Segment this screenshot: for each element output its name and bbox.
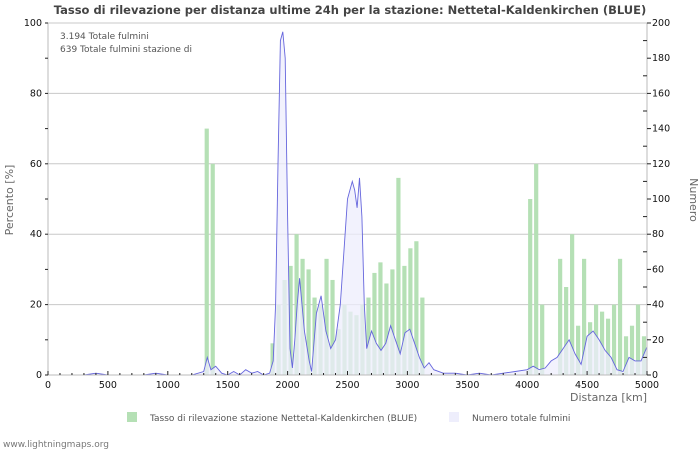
chart-title: Tasso di rilevazione per distanza ultime…: [54, 3, 647, 17]
footer-link[interactable]: www.lightningmaps.org: [3, 440, 109, 450]
bar: [534, 163, 539, 375]
legend-bar-swatch: [127, 412, 137, 422]
svg-text:180: 180: [652, 53, 670, 64]
bar: [288, 265, 293, 375]
legend-bar-label: Tasso di rilevazione stazione Nettetal-K…: [149, 414, 417, 424]
bar: [210, 163, 215, 375]
bar: [390, 269, 395, 375]
bar: [330, 279, 335, 375]
bar: [414, 241, 419, 375]
legend-area-label: Numero totale fulmini: [472, 414, 570, 424]
svg-text:1000: 1000: [156, 380, 180, 391]
svg-text:0: 0: [45, 380, 51, 391]
svg-text:80: 80: [30, 88, 42, 99]
bar: [629, 325, 635, 375]
bar: [420, 297, 425, 375]
svg-text:60: 60: [652, 264, 664, 275]
bar: [384, 283, 389, 375]
x-axis-label: Distanza [km]: [570, 391, 647, 404]
svg-text:140: 140: [652, 124, 670, 135]
svg-text:100: 100: [24, 18, 42, 29]
svg-text:500: 500: [99, 380, 117, 391]
bar: [570, 234, 575, 375]
bar: [324, 258, 329, 375]
bar: [396, 177, 401, 375]
svg-text:160: 160: [652, 88, 670, 99]
svg-text:20: 20: [652, 335, 664, 346]
bar: [623, 336, 629, 375]
bar: [294, 234, 299, 375]
axes: 0204060801000204060801001201401601802000…: [24, 18, 670, 391]
bar: [528, 199, 533, 375]
info-total-strikes: 3.194 Totale fulmini: [60, 32, 149, 42]
bar: [408, 248, 413, 375]
bar: [635, 304, 641, 375]
bar: [564, 287, 569, 375]
svg-text:4000: 4000: [515, 380, 539, 391]
svg-text:0: 0: [652, 370, 658, 381]
legend-area-swatch: [449, 412, 459, 422]
y-axis-right-label: Numero: [687, 178, 700, 222]
svg-text:100: 100: [652, 194, 670, 205]
svg-text:40: 40: [652, 300, 664, 311]
svg-text:20: 20: [30, 300, 42, 311]
bar: [204, 128, 209, 375]
svg-text:4500: 4500: [575, 380, 599, 391]
svg-text:2000: 2000: [276, 380, 300, 391]
svg-text:120: 120: [652, 159, 670, 170]
bar: [306, 269, 311, 375]
svg-text:40: 40: [30, 229, 42, 240]
bar: [558, 258, 563, 375]
bar: [611, 304, 617, 375]
svg-text:2500: 2500: [335, 380, 359, 391]
bar: [270, 343, 275, 375]
bar: [576, 325, 581, 375]
bar: [366, 297, 371, 375]
svg-text:0: 0: [36, 370, 42, 381]
y-axis-left-label: Percento [%]: [3, 165, 16, 236]
bar: [378, 262, 383, 375]
svg-text:200: 200: [652, 18, 670, 29]
bar: [617, 258, 623, 375]
bar: [372, 272, 377, 375]
grid-lines: [48, 22, 647, 306]
svg-text:1500: 1500: [216, 380, 240, 391]
bar: [599, 311, 605, 375]
svg-text:3500: 3500: [455, 380, 479, 391]
legend: Tasso di rilevazione stazione Nettetal-K…: [127, 412, 570, 424]
bar: [402, 265, 407, 375]
count-line: [48, 31, 648, 376]
bar-series: [204, 128, 647, 375]
svg-text:80: 80: [652, 229, 664, 240]
svg-text:3000: 3000: [395, 380, 419, 391]
bar: [540, 304, 545, 375]
svg-text:60: 60: [30, 159, 42, 170]
bar: [582, 258, 587, 375]
svg-text:5000: 5000: [635, 380, 659, 391]
bar: [605, 318, 611, 375]
area-series: [48, 31, 648, 376]
info-station-strikes: 639 Totale fulmini stazione di: [60, 45, 192, 55]
